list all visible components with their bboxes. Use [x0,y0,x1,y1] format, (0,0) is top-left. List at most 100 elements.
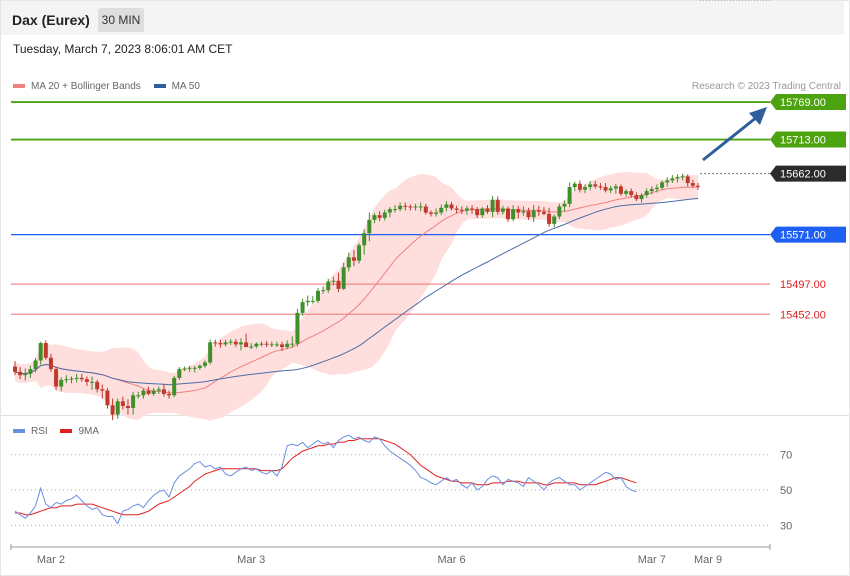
candle-body [187,367,192,369]
candle [218,339,223,348]
ma20-legend-label: MA 20 + Bollinger Bands [31,81,141,92]
rsi-ma-line [15,438,637,516]
candle [516,205,521,219]
candle-body [577,183,582,190]
candle-body [90,381,95,383]
candle [418,202,423,212]
candle-body [562,203,567,207]
candle-body [665,180,670,183]
candle [310,296,315,304]
candle [690,179,695,188]
candle-body [408,206,413,208]
candle-body [172,377,177,396]
candle [660,180,665,190]
candle-body [177,369,182,378]
rsi-swatch [13,429,25,434]
candle [351,249,356,267]
candle-body [639,195,644,200]
candle-body [48,357,53,370]
candle-body [505,208,510,220]
ma50-swatch [153,84,166,89]
candle-body [557,206,562,217]
candle [362,229,367,255]
candle [464,205,469,215]
candle-body [393,209,398,211]
candle-body [264,343,269,345]
candle-body [618,186,623,194]
candle [269,341,274,348]
candle [115,398,120,419]
candle-body [531,210,536,218]
candle-body [660,182,665,188]
candle-body [449,204,454,209]
candle [290,336,295,348]
moving-average-lines [14,186,699,394]
candle-body [624,191,629,194]
candle-body [526,211,531,218]
level-label-2: 15662.00 [780,169,826,181]
candle-body [516,209,521,213]
candle [131,391,136,415]
candle [685,174,690,187]
ma20-swatch [13,84,25,89]
bollinger-band-fill [15,171,698,421]
candle [64,375,69,384]
ma50-line [14,198,699,386]
candle-body [634,195,639,200]
candle [305,295,310,307]
candle-body [300,302,305,313]
rsi-level-label: 30 [780,520,792,532]
research-credit: Research © 2023 Trading Central [691,81,841,92]
candle-body [357,245,362,261]
x-tick-label: Mar 7 [638,554,666,566]
candle-body [213,342,218,344]
candle-body [79,377,84,380]
candle [74,373,79,383]
candle-body [244,342,249,348]
candle [192,365,197,373]
candle [634,192,639,202]
candle-body [434,212,439,214]
rsi-level-label: 70 [780,450,792,462]
candle [459,206,464,214]
candle [577,180,582,193]
candle-body [480,208,485,216]
candle [90,376,95,390]
candle [480,207,485,218]
candle-body [680,176,685,178]
candle-body [536,210,541,212]
candle-body [613,186,618,189]
candle-body [305,300,310,303]
candle [495,196,500,215]
candle [233,339,238,348]
candle-body [259,343,264,345]
candle-body [459,209,464,211]
candle [161,383,166,397]
candle [572,181,577,192]
candle [54,366,59,390]
candle [382,209,387,221]
candle [547,207,552,227]
candle-body [547,213,552,224]
candle-body [110,405,115,415]
rsi-line [14,434,637,525]
level-tag-3 [770,226,846,243]
candle [69,376,74,384]
candle [639,193,644,203]
candle-body [362,233,367,246]
ma20-line [14,186,698,394]
bollinger-band-area [15,171,698,421]
candle-body [64,379,69,381]
candle-body [567,187,572,204]
candle-body [593,184,598,187]
candle-body [598,186,603,188]
timeframe-button[interactable]: 30 MIN [98,8,144,32]
candle-body [403,205,408,207]
candle-body [500,208,505,212]
candle-body [649,189,654,192]
candle [136,391,141,399]
price-level-tags: 15769.00 15713.00 15662.00 15571.00 15497.00… [770,94,846,321]
candle-body [428,212,433,214]
candle-body [454,208,459,210]
